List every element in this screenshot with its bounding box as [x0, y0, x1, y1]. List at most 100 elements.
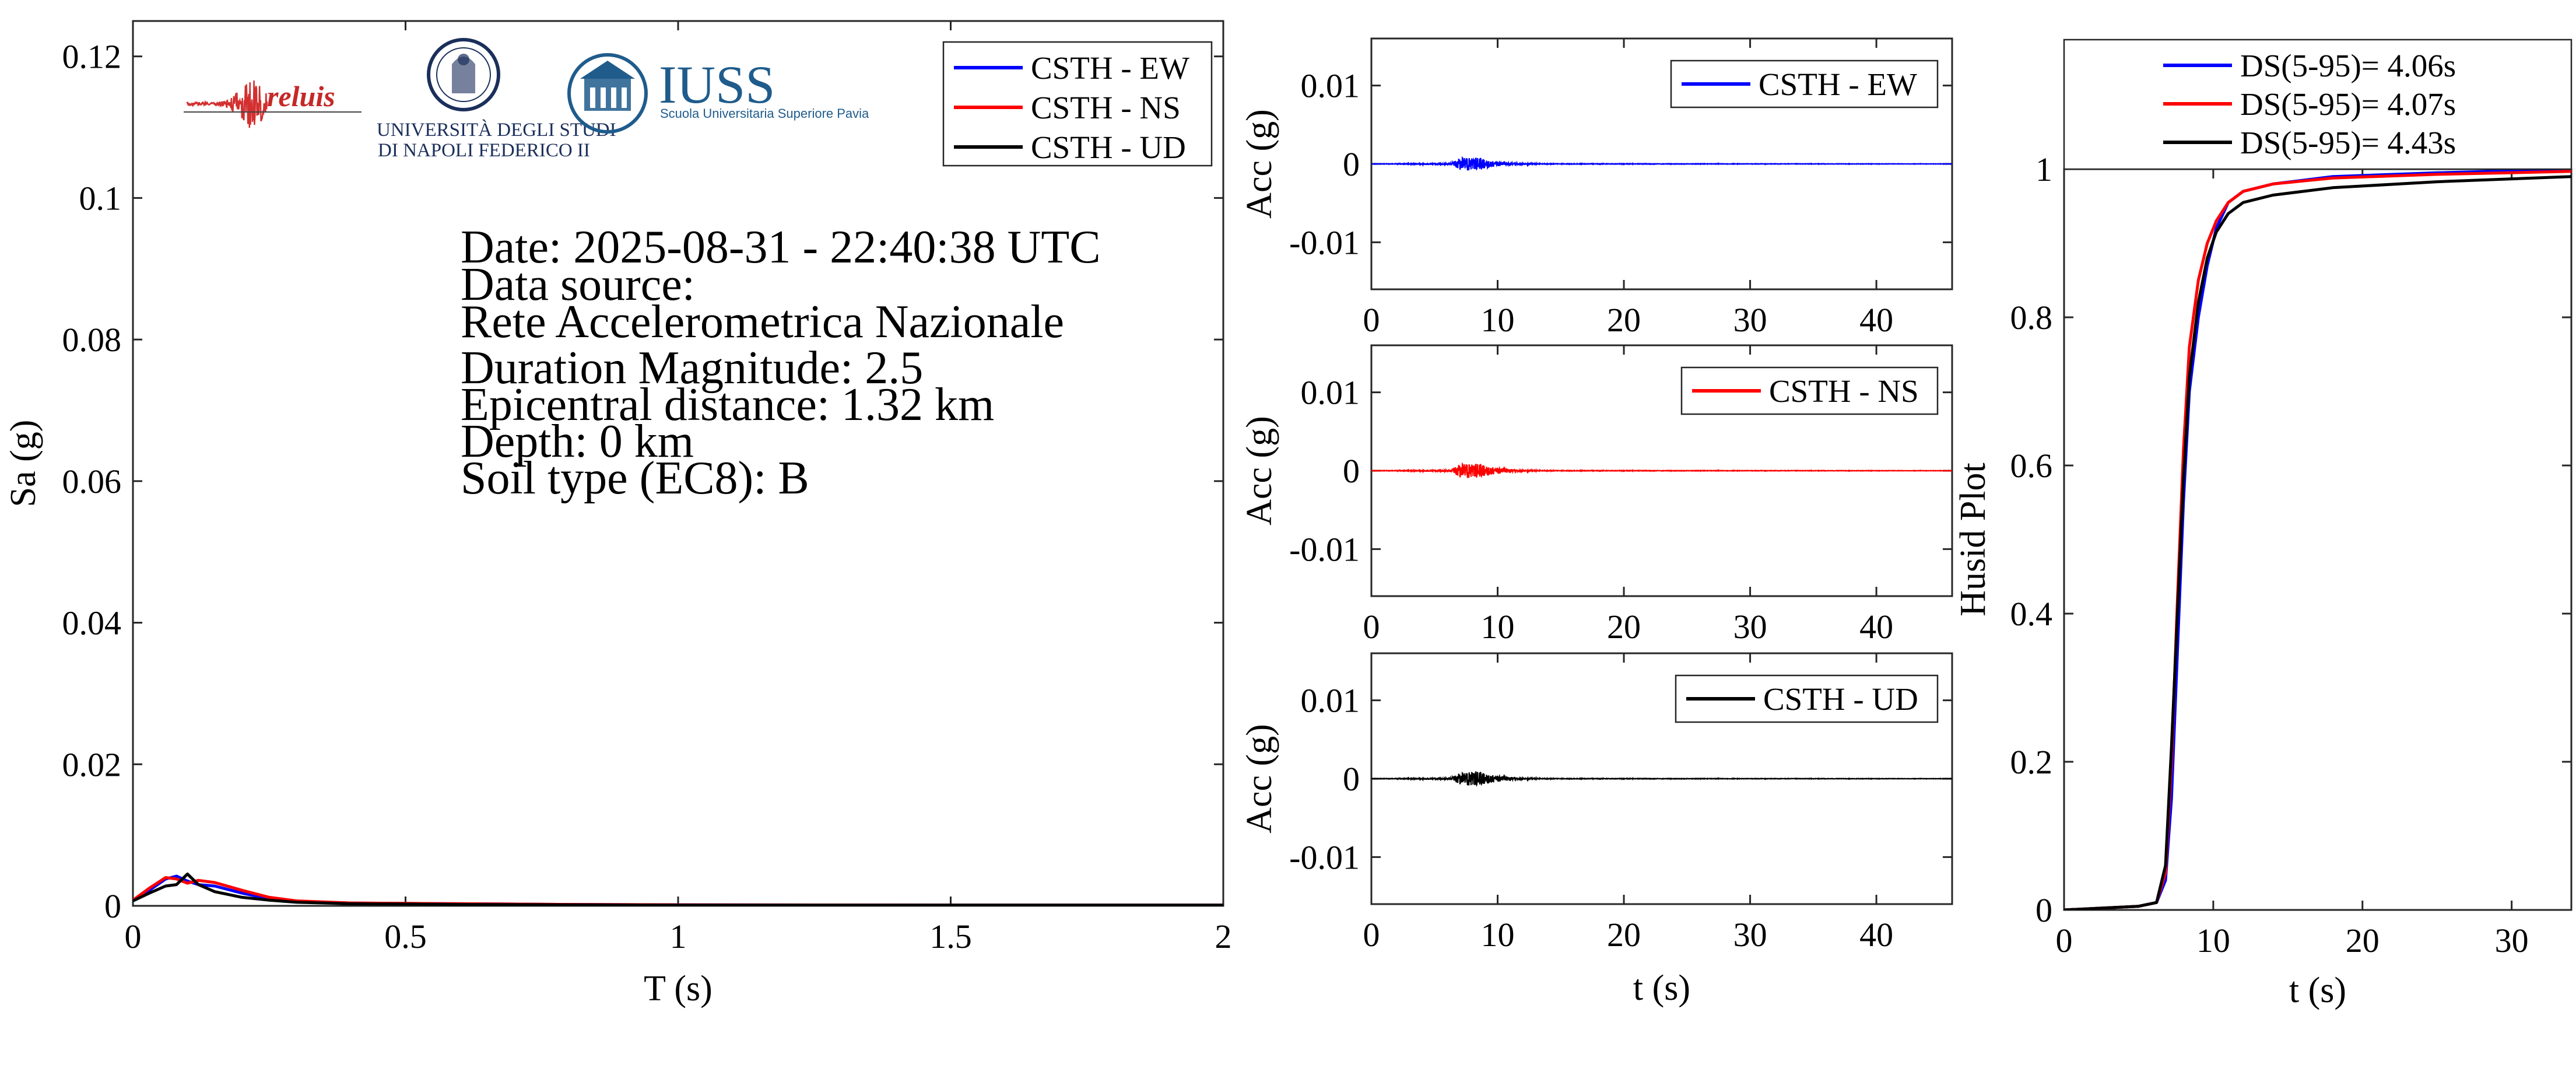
info-source-value: Rete Accelerometrica Nazionale [461, 296, 1064, 348]
y-axis-label: Acc (g) [1240, 724, 1279, 834]
plot-area [2063, 168, 2573, 911]
y-tick-label: -0.01 [1289, 530, 1360, 568]
x-tick-label: 30 [1733, 301, 1767, 339]
y-tick-label: 0.4 [2010, 595, 2053, 633]
x-tick-label: 2 [1215, 918, 1232, 955]
unina-logo: UNIVERSITÀ DEGLI STUDI DI NAPOLI FEDERIC… [377, 38, 616, 161]
legend-label: CSTH - NS [1031, 90, 1181, 125]
legend-box [942, 41, 1213, 167]
acc-series-line [1371, 156, 1952, 171]
y-tick-label: -0.01 [1289, 223, 1360, 261]
y-tick-label: 0 [1343, 452, 1360, 490]
x-tick-label: 20 [1607, 608, 1641, 646]
x-tick-label: 10 [1481, 916, 1515, 954]
iuss-logo-name: IUSS [659, 55, 775, 114]
info-distance: Epicentral distance: 1.32 km [461, 379, 994, 430]
legend-label: DS(5-95)= 4.07s [2240, 86, 2456, 122]
y-tick-label: 0.04 [62, 604, 122, 642]
x-tick-label: 40 [1859, 916, 1893, 954]
x-tick-label: 20 [2346, 922, 2380, 960]
unina-logo-line1: UNIVERSITÀ DEGLI STUDI [377, 119, 616, 141]
y-tick-label: 0 [2035, 891, 2052, 929]
x-tick-label: 0 [1363, 916, 1380, 954]
y-tick-label: 0.1 [79, 179, 122, 217]
x-tick-label: 1 [670, 918, 687, 955]
acc-ud-axes: 0 10 20 30 40 -0.01 0 0.01 t (s) Acc (g) CSTH - UD [1240, 652, 1953, 1008]
unina-logo-line2: DI NAPOLI FEDERICO II [378, 140, 590, 161]
acc-series-line [1371, 771, 1952, 787]
info-date: Date: 2025-08-31 - 22:40:38 UTC [461, 222, 1101, 273]
reluis-logo: reluis [184, 80, 362, 128]
series-line [133, 872, 1223, 906]
reluis-logo-text: reluis [267, 80, 335, 113]
x-tick-label: 40 [1859, 608, 1893, 646]
husid-axes: 0 10 20 30 0 0.2 0.4 0.6 0.8 1 t (s) Husid Plot DS(5… [1953, 38, 2573, 1010]
iuss-logo: IUSS Scuola Universitaria Superiore Pavi… [567, 53, 869, 134]
x-tick-label: 10 [1481, 301, 1515, 339]
x-tick-label: 10 [2196, 922, 2230, 960]
iuss-logo-subtitle: Scuola Universitaria Superiore Pavia [660, 106, 869, 121]
y-tick-label: 0.2 [2010, 743, 2053, 781]
legend-label: DS(5-95)= 4.06s [2240, 48, 2456, 83]
series-line [2064, 175, 2571, 910]
x-axis-label: t (s) [1633, 968, 1690, 1008]
y-tick-label: 0.08 [62, 321, 122, 359]
y-axis-label: Acc (g) [1240, 416, 1279, 526]
y-tick-label: 0.6 [2010, 447, 2053, 485]
series-group [133, 872, 1223, 906]
legend-label: CSTH - NS [1769, 373, 1919, 409]
x-tick-label: 20 [1607, 301, 1641, 339]
y-tick-label: 0.12 [62, 38, 122, 76]
x-tick-label: 30 [1733, 916, 1767, 954]
info-depth: Depth: 0 km [461, 416, 694, 467]
y-tick-label: 0.06 [62, 463, 122, 500]
x-tick-label: 0 [2056, 922, 2073, 960]
x-tick-label: 0 [125, 918, 142, 955]
y-tick-label: 0 [1343, 760, 1360, 798]
info-magnitude: Duration Magnitude: 2.5 [461, 342, 923, 394]
x-axis-label: t (s) [2289, 971, 2346, 1010]
acc-ew-axes: 0 10 20 30 40 -0.01 0 0.01 Acc (g) CSTH - EW [1240, 37, 1953, 339]
info-soil: Soil type (EC8): B [461, 453, 809, 504]
legend-label: CSTH - UD [1031, 129, 1186, 165]
info-source-label: Data source: [461, 259, 695, 310]
acc-ns-axes: 0 10 20 30 40 -0.01 0 0.01 Acc (g) CSTH - NS [1240, 344, 1953, 646]
x-tick-label: 10 [1481, 608, 1515, 646]
y-axis-label: Acc (g) [1240, 109, 1279, 219]
spectrum-panel: 0 0.5 1 1.5 2 0 0.02 0.04 0.06 0.08 0.1 0.12 T (s) Sa… [3, 20, 1232, 1009]
legend-label: CSTH - UD [1763, 681, 1918, 717]
x-axis-label: T (s) [644, 969, 713, 1009]
y-tick-label: 0.01 [1301, 682, 1360, 720]
y-tick-label: 1 [2035, 150, 2052, 188]
legend-box [2063, 38, 2573, 170]
legend-label: CSTH - EW [1031, 50, 1189, 86]
reluis-logo-wave [186, 80, 268, 128]
x-tick-label: 0.5 [384, 918, 427, 955]
y-tick-label: -0.01 [1289, 838, 1360, 876]
y-tick-label: 0.02 [62, 745, 122, 783]
x-tick-label: 30 [1733, 608, 1767, 646]
x-tick-label: 40 [1859, 301, 1893, 339]
acc-series-line [1371, 462, 1952, 478]
x-tick-label: 20 [1607, 916, 1641, 954]
y-tick-label: 0.01 [1301, 67, 1360, 105]
x-tick-label: 1.5 [929, 918, 972, 955]
y-tick-label: 0.01 [1301, 374, 1360, 412]
x-tick-label: 0 [1363, 301, 1380, 339]
y-axis-label: Sa (g) [3, 420, 43, 507]
y-tick-label: 0.8 [2010, 299, 2053, 337]
series-group [1371, 462, 1952, 478]
event-info: Date: 2025-08-31 - 22:40:38 UTC Data sou… [461, 222, 1101, 504]
series-group [2064, 169, 2571, 910]
legend-label: CSTH - EW [1759, 66, 1917, 102]
x-tick-label: 0 [1363, 608, 1380, 646]
x-tick-label: 30 [2495, 922, 2529, 960]
plot-area [132, 20, 1224, 907]
y-tick-label: 0 [1343, 145, 1360, 183]
y-tick-label: 0 [104, 887, 121, 925]
legend-label: DS(5-95)= 4.43s [2240, 125, 2456, 160]
series-group [1371, 156, 1952, 171]
series-group [1371, 771, 1952, 787]
spectrum-axes: 0 0.5 1 1.5 2 0 0.02 0.04 0.06 0.08 0.1 0.12 T (s) Sa… [3, 20, 1232, 1009]
